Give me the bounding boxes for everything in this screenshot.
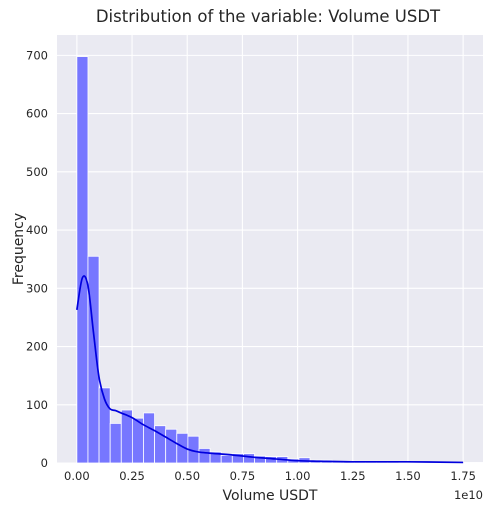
kde-curve: [76, 275, 464, 464]
tick-labels: 0 100 200 300 400 500 600 700 0.00 0.25 0.50 0.75 1.…: [26, 48, 476, 483]
x-tick-label: 1.25: [340, 469, 366, 483]
histogram-bar: [143, 412, 155, 464]
histogram-bar: [131, 417, 144, 464]
x-tick-label: 0.00: [64, 469, 90, 483]
x-axis-label: Volume USDT: [223, 488, 318, 504]
histogram-bar: [243, 453, 255, 464]
histogram-bar: [87, 255, 100, 464]
plot-area: [57, 35, 483, 463]
y-tick-label: 300: [26, 281, 48, 295]
x-tick-label: 0.50: [174, 469, 200, 483]
y-tick-label: 600: [26, 107, 48, 121]
histogram-bar: [220, 455, 233, 464]
kde-curve-group: [76, 275, 464, 464]
x-tick-label: 1.00: [285, 469, 311, 483]
histogram-bars: [76, 56, 489, 464]
histogram-bar: [198, 448, 211, 464]
histogram-bar: [165, 428, 178, 464]
x-tick-label: 0.25: [119, 469, 145, 483]
x-tick-label: 0.75: [230, 469, 256, 483]
y-tick-label: 700: [26, 48, 48, 62]
y-tick-label: 200: [26, 340, 48, 354]
x-offset-label: 1e10: [454, 488, 483, 502]
chart-title: Distribution of the variable: Volume USD…: [96, 7, 441, 26]
y-axis-label: Frequency: [11, 213, 27, 285]
histogram-bar: [109, 423, 122, 464]
y-tick-label: 100: [26, 398, 48, 412]
x-tick-label: 1.50: [395, 469, 421, 483]
histogram-bar: [76, 56, 89, 464]
grid-lines: [57, 35, 483, 464]
histogram-bar: [465, 462, 477, 464]
y-tick-label: 0: [41, 456, 48, 470]
histogram-bar: [476, 462, 489, 464]
y-tick-label: 500: [26, 165, 48, 179]
x-tick-label: 1.75: [450, 469, 476, 483]
histogram-bar: [120, 409, 133, 464]
y-tick-label: 400: [26, 223, 48, 237]
